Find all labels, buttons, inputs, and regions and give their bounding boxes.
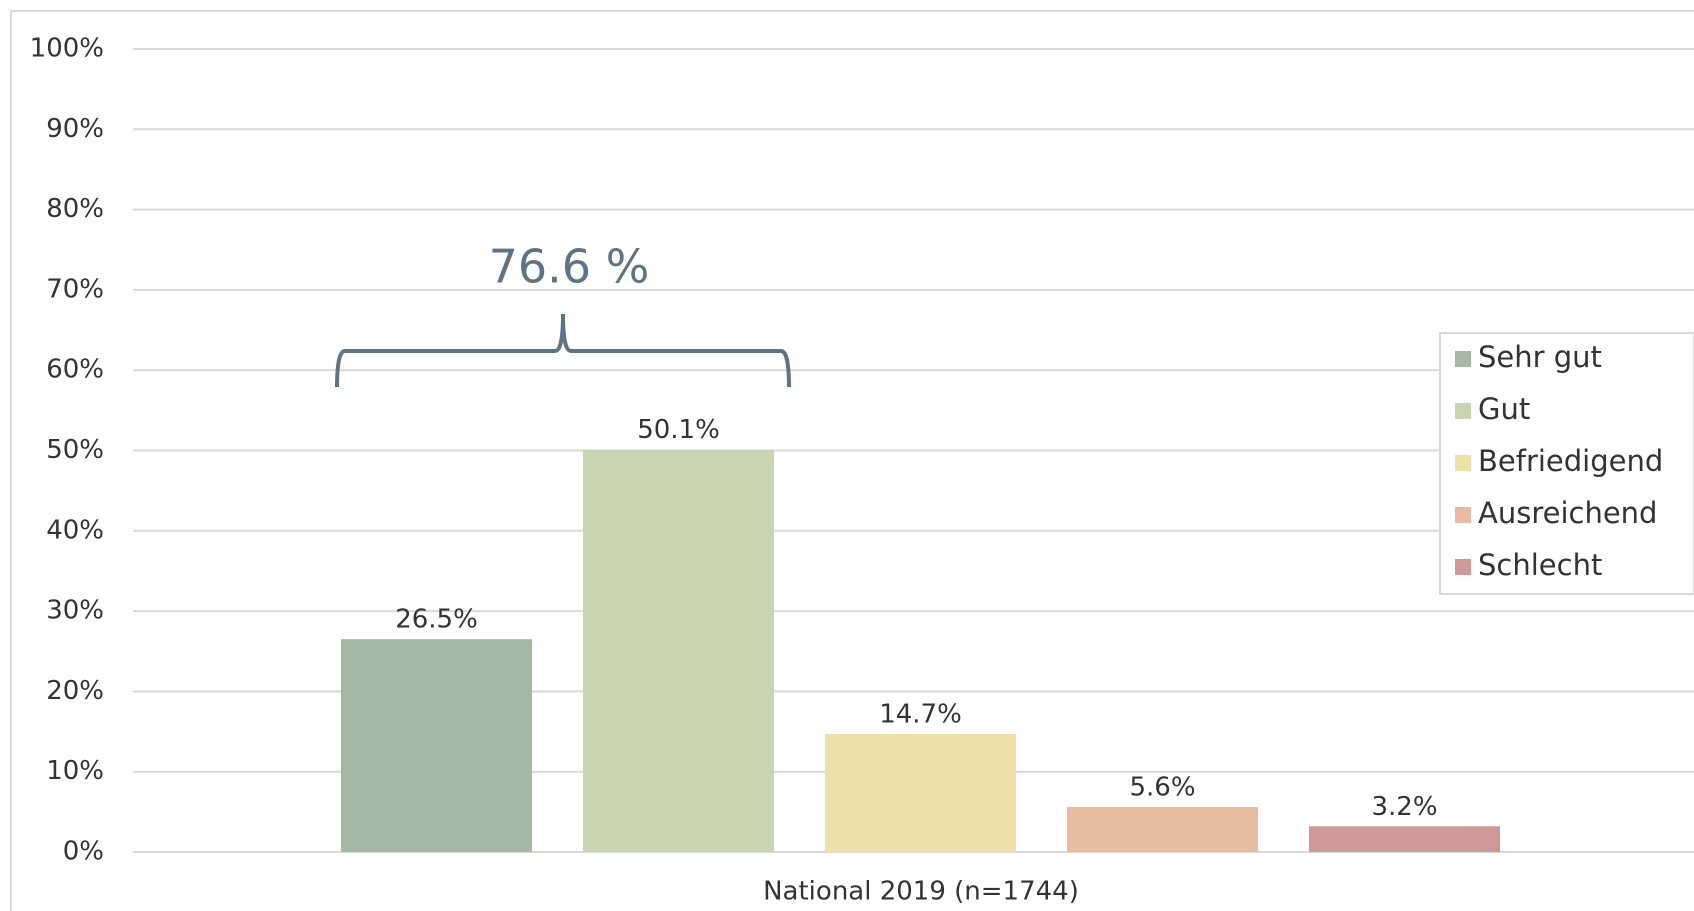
bar	[341, 639, 532, 852]
y-tick-label: 80%	[46, 194, 104, 224]
x-tick-label: National 2019 (n=1744)	[763, 877, 1079, 907]
legend-label: Gut	[1478, 392, 1530, 426]
legend-swatch	[1455, 559, 1471, 575]
y-tick-label: 90%	[46, 114, 104, 144]
brace	[335, 313, 791, 388]
bar	[1067, 807, 1258, 852]
legend-label: Befriedigend	[1478, 444, 1663, 478]
y-tick-label: 30%	[46, 596, 104, 626]
data-label: 14.7%	[879, 699, 962, 729]
legend-swatch	[1455, 455, 1471, 471]
data-label: 26.5%	[395, 605, 478, 635]
y-tick-label: 70%	[46, 274, 104, 304]
data-label: 5.6%	[1129, 773, 1195, 803]
data-label: 50.1%	[637, 415, 720, 445]
legend-label: Ausreichend	[1478, 496, 1657, 530]
chart-frame	[10, 10, 1694, 911]
legend	[1439, 332, 1694, 595]
legend-swatch	[1455, 351, 1471, 367]
legend-label: Sehr gut	[1478, 340, 1602, 374]
data-label: 3.2%	[1371, 792, 1437, 822]
y-tick-label: 0%	[63, 837, 104, 867]
bar	[583, 449, 774, 852]
y-tick-label: 40%	[46, 515, 104, 545]
bar	[825, 733, 1016, 852]
legend-swatch	[1455, 403, 1471, 419]
legend-swatch	[1455, 507, 1471, 523]
y-tick-label: 50%	[46, 435, 104, 465]
y-tick-label: 100%	[30, 34, 104, 64]
y-tick-label: 60%	[46, 355, 104, 385]
y-tick-label: 20%	[46, 676, 104, 706]
annotation: 76.6 %	[489, 240, 650, 294]
legend-label: Schlecht	[1478, 548, 1602, 582]
y-tick-label: 10%	[46, 756, 104, 786]
bar	[1309, 826, 1500, 852]
